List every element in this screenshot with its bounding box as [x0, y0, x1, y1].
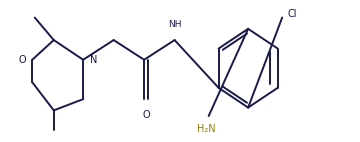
Text: H₂N: H₂N	[197, 124, 215, 134]
Text: Cl: Cl	[288, 9, 297, 19]
Text: N: N	[90, 55, 97, 65]
Text: O: O	[18, 55, 26, 65]
Text: NH: NH	[168, 20, 181, 29]
Text: O: O	[143, 110, 150, 120]
